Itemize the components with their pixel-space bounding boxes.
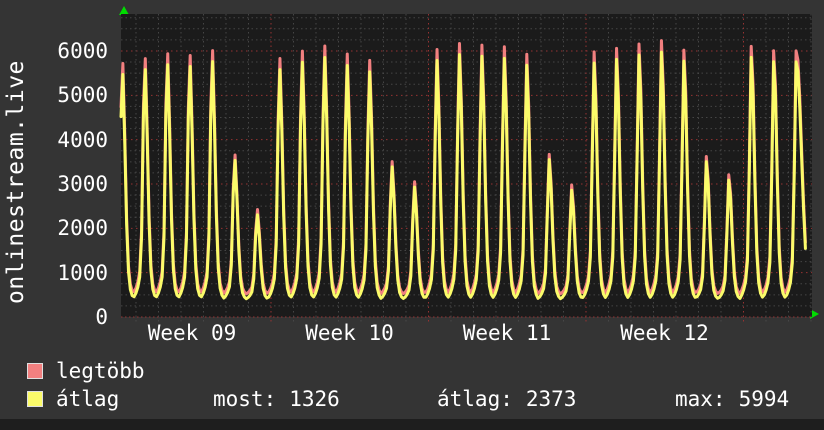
stat-most-value: 1326 <box>289 387 340 411</box>
legend-item-legtobb: legtöbb <box>27 358 145 384</box>
plot-svg <box>119 14 812 322</box>
y-tick-label: 1000 <box>57 260 108 285</box>
y-tick-label: 6000 <box>57 38 108 63</box>
stat-atlag-value: 2373 <box>525 387 577 411</box>
y-tick-label: 2000 <box>57 216 108 241</box>
stat-max-value: 5994 <box>738 387 790 411</box>
stat-most-label: most: <box>213 387 277 411</box>
x-tick-label: Week 09 <box>147 321 237 345</box>
stat-atlag-label: átlag: <box>437 387 513 411</box>
legend-swatch-avg <box>27 391 43 407</box>
y-tick-label: 0 <box>95 305 108 329</box>
x-tick-label: Week 12 <box>620 321 709 345</box>
y-tick-label: 5000 <box>57 83 108 108</box>
x-axis-arrow-icon <box>810 309 819 319</box>
stat-max: max: 5994 <box>675 386 789 412</box>
legend-item-atlag: átlag <box>27 386 119 412</box>
stat-most: most: 1326 <box>213 386 340 412</box>
stat-max-label: max: <box>675 387 726 411</box>
x-tick-label: Week 10 <box>305 321 394 345</box>
legend-label-max: legtöbb <box>56 359 145 383</box>
stat-atlag: átlag: 2373 <box>437 386 576 412</box>
legend-label-avg: átlag <box>56 387 120 411</box>
bottom-strip <box>0 419 824 430</box>
y-tick-label: 3000 <box>57 171 108 196</box>
y-axis-arrow-icon <box>119 6 129 15</box>
series-line-avg <box>119 50 807 301</box>
x-tick-label: Week 11 <box>462 321 552 345</box>
legend-swatch-max <box>27 363 43 379</box>
y-tick-label: 4000 <box>57 127 108 152</box>
y-axis-title: onlinestream.live <box>3 60 29 304</box>
plot-area <box>119 14 812 322</box>
